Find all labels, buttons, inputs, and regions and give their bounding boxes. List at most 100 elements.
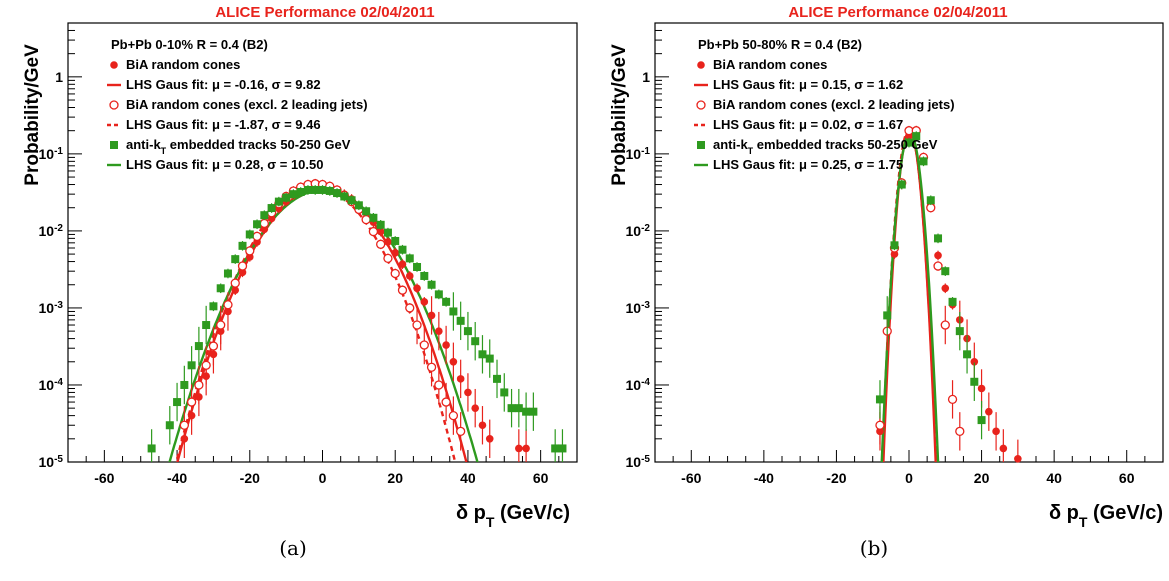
data-point-a	[245, 246, 255, 256]
y-tick-label-b: 10-4	[626, 376, 651, 393]
legend-marker-b	[697, 61, 705, 69]
data-point-a	[376, 239, 386, 249]
performance-label-a: ALICE Performance 02/04/2011	[215, 4, 434, 21]
data-point-b	[999, 444, 1008, 453]
data-point-b	[977, 416, 986, 425]
data-point-a	[478, 421, 487, 430]
data-point-a	[529, 407, 538, 416]
data-point-b	[941, 267, 950, 276]
data-point-a	[558, 444, 567, 453]
y-tick-label-b: 10-3	[626, 299, 651, 316]
legend-label-a: anti-kT embedded tracks 50-250 GeV	[126, 137, 351, 156]
legend-label-b: LHS Gaus fit: μ = 0.15, σ = 1.62	[713, 77, 903, 92]
data-point-b	[970, 377, 979, 386]
data-point-b	[875, 395, 884, 404]
data-point-a	[420, 271, 429, 280]
y-tick-label-b: 10-2	[626, 222, 651, 239]
data-point-a	[427, 311, 436, 320]
legend-label-b: LHS Gaus fit: μ = 0.25, σ = 1.75	[713, 157, 903, 172]
x-tick-label-b: -60	[681, 470, 701, 486]
data-point-a	[412, 320, 422, 330]
data-point-a	[420, 298, 429, 306]
data-point-a	[398, 245, 407, 254]
data-point-a	[413, 284, 421, 293]
data-point-b	[985, 407, 993, 416]
data-point-a	[369, 213, 378, 222]
x-tick-label-b: 60	[1119, 470, 1135, 486]
data-point-a	[282, 193, 291, 202]
data-point-a	[456, 426, 466, 436]
plot-panel-a: -60 -40 -20 0 20 40 60 1 10-1 10-2 10-3 10-4 10-5 Pb+…	[39, 22, 578, 486]
legend-label-a: LHS Gaus fit: μ = -1.87, σ = 9.46	[126, 117, 321, 132]
y-tick-label-a: 10-5	[39, 454, 64, 471]
data-point-b	[919, 157, 928, 166]
x-tick-label-a: 20	[387, 470, 403, 486]
data-point-a	[325, 186, 334, 195]
x-tick-label-b: 0	[905, 470, 913, 486]
y-tick-label-a: 10-1	[39, 145, 64, 162]
data-point-a	[507, 404, 516, 413]
data-point-a	[354, 201, 363, 210]
data-point-a	[434, 290, 443, 299]
caption-a: (a)	[279, 536, 307, 560]
data-point-a	[405, 303, 415, 313]
data-point-a	[296, 187, 305, 196]
data-point-b	[875, 420, 885, 430]
legend-marker-b	[696, 100, 706, 110]
legend-label-a: LHS Gaus fit: μ = -0.16, σ = 9.82	[126, 77, 321, 92]
data-point-a	[500, 388, 509, 397]
data-point-b	[897, 180, 906, 189]
data-point-a	[435, 327, 443, 335]
data-point-a	[274, 197, 283, 206]
data-point-a	[223, 300, 233, 310]
data-point-a	[202, 321, 211, 330]
data-point-a	[391, 248, 400, 257]
data-point-a	[485, 354, 494, 363]
data-point-a	[194, 342, 203, 351]
y-axis-label-b: Probability/GeV	[609, 44, 630, 186]
data-point-a	[384, 238, 392, 246]
data-point-a	[147, 444, 156, 453]
data-point-b	[941, 284, 950, 293]
data-point-b	[933, 261, 943, 271]
data-point-a	[216, 284, 225, 293]
data-point-a	[515, 444, 523, 453]
data-point-a	[426, 362, 437, 372]
x-tick-label-a: 0	[319, 470, 327, 486]
legend-label-b: BiA random cones (excl. 2 leading jets)	[713, 97, 955, 112]
data-point-b	[955, 426, 965, 436]
data-point-a	[419, 340, 429, 350]
data-point-a	[456, 316, 465, 325]
legend-label-b: anti-kT embedded tracks 50-250 GeV	[713, 137, 938, 156]
y-tick-label-b: 10-1	[626, 145, 651, 162]
data-point-a	[340, 192, 349, 201]
data-point-b	[883, 311, 892, 320]
y-tick-label-a: 10-4	[39, 376, 64, 393]
plot-panel-b: -60 -40 -20 0 20 40 60 1 10-1 10-2 10-3 10-4 10-5 Pb+…	[626, 22, 1164, 486]
x-axis-label-b: δ pT (GeV/c)	[1049, 502, 1163, 530]
data-point-a	[194, 380, 204, 390]
data-point-a	[231, 255, 240, 264]
data-point-b	[963, 350, 972, 359]
y-axis-label-a: Probability/GeV	[22, 44, 43, 186]
data-point-a	[238, 268, 247, 277]
data-point-a	[186, 397, 197, 407]
data-point-a	[449, 357, 458, 366]
data-point-a	[405, 272, 414, 280]
data-point-a	[427, 280, 436, 289]
x-tick-label-a: -60	[94, 470, 114, 486]
data-point-a	[368, 226, 379, 237]
data-point-a	[456, 375, 465, 383]
data-point-a	[245, 230, 254, 239]
data-point-a	[223, 269, 232, 278]
data-point-a	[514, 404, 523, 413]
x-tick-label-a: -40	[167, 470, 187, 486]
x-tick-label-b: -40	[754, 470, 774, 486]
data-point-a	[441, 397, 451, 407]
data-point-a	[391, 236, 400, 245]
data-point-a	[252, 231, 262, 241]
data-point-a	[493, 374, 502, 383]
y-tick-label-a: 1	[55, 69, 63, 85]
y-tick-label-a: 10-3	[39, 299, 64, 316]
data-point-b	[926, 196, 935, 205]
